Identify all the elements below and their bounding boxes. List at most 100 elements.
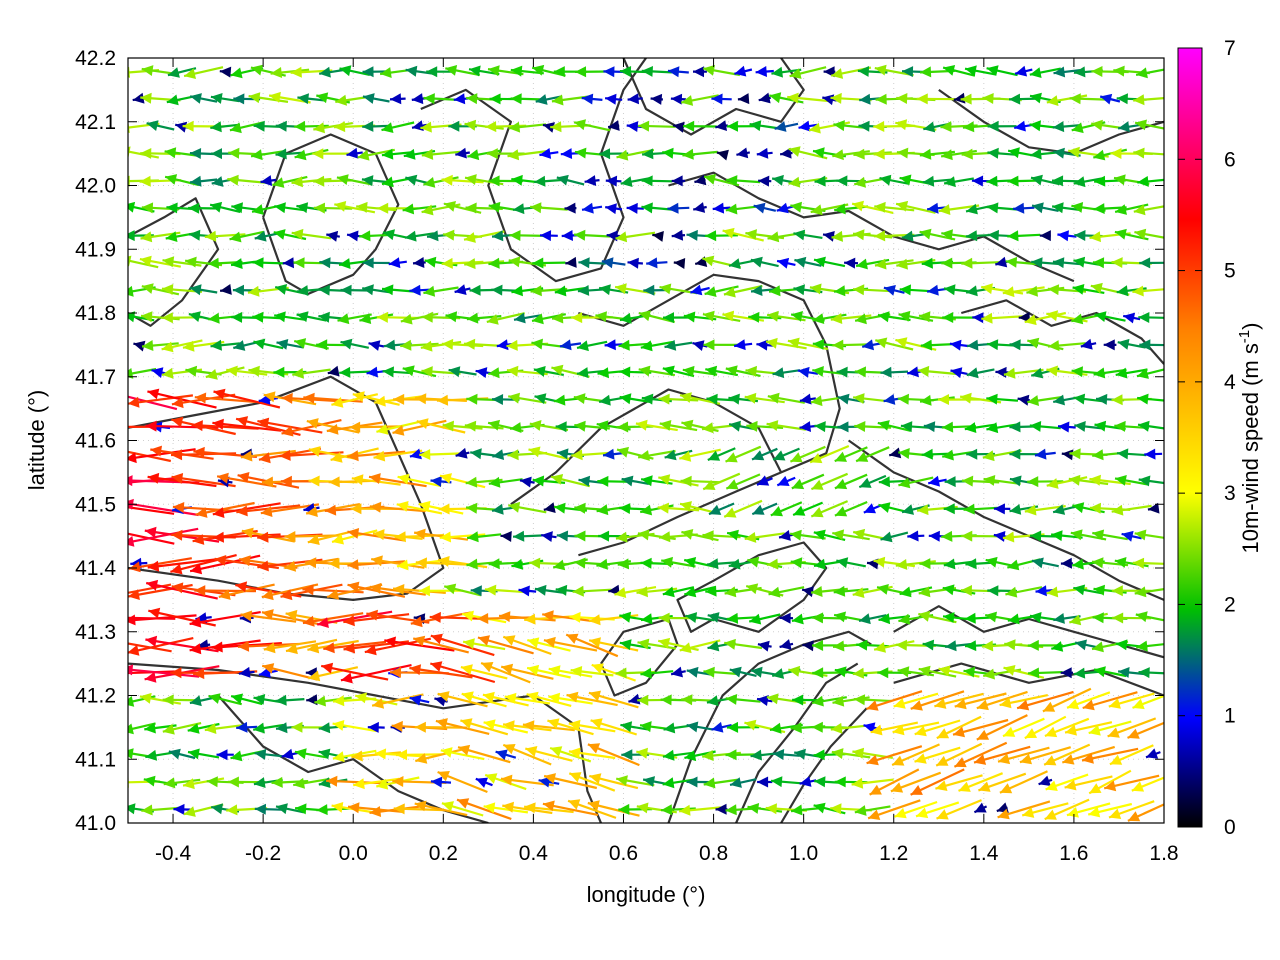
wind-vector: [508, 392, 547, 404]
wind-vector-head: [415, 393, 427, 405]
wind-vector-head: [339, 366, 351, 378]
wind-vector: [1093, 367, 1127, 379]
wind-vector-head: [368, 340, 381, 351]
wind-vector: [442, 420, 483, 432]
wind-vector: [751, 447, 778, 461]
wind-vector: [1139, 257, 1164, 269]
wind-vector-head: [294, 149, 307, 161]
wind-vector-head: [445, 311, 458, 323]
wind-vector: [793, 229, 823, 241]
wind-vector-head: [1132, 557, 1145, 569]
wind-vector-head: [294, 338, 307, 349]
wind-vector-head: [704, 173, 717, 185]
wind-vector: [189, 284, 218, 296]
wind-vector: [981, 312, 1023, 324]
wind-vector: [141, 340, 179, 351]
x-tick-label: 0.8: [699, 842, 728, 865]
wind-vector: [768, 586, 805, 598]
wind-vector: [1134, 228, 1164, 240]
wind-vector-head: [414, 528, 426, 540]
wind-vector-head: [877, 667, 889, 679]
wind-vector-head: [144, 526, 157, 538]
wind-vector-head: [643, 284, 655, 296]
wind-vector-head: [1114, 420, 1126, 432]
wind-vector: [900, 421, 931, 433]
wind-vector-head: [748, 311, 760, 323]
wind-vector-head: [1073, 176, 1086, 188]
wind-vector-head: [294, 120, 306, 132]
wind-vector-head: [496, 339, 509, 351]
wind-vector-head: [1007, 175, 1019, 187]
wind-vector-head: [532, 313, 544, 325]
wind-vector-head: [144, 722, 156, 734]
wind-vector: [1009, 448, 1039, 460]
wind-vector-head: [465, 476, 478, 488]
wind-vector-head: [548, 665, 561, 677]
wind-vector: [875, 337, 914, 351]
wind-vector-head: [799, 421, 811, 432]
wind-vector: [1034, 448, 1056, 460]
wind-vector: [541, 531, 557, 542]
wind-vector-head: [193, 668, 205, 680]
wind-vector-head: [420, 340, 433, 352]
wind-vector: [883, 285, 905, 296]
wind-vector: [226, 365, 268, 377]
wind-vector: [554, 285, 587, 297]
wind-vector-head: [617, 446, 629, 458]
wind-vector-head: [813, 802, 826, 814]
wind-vector: [581, 202, 603, 214]
wind-vector-head: [899, 284, 911, 296]
wind-vector-head: [430, 633, 443, 645]
wind-vector-head: [495, 749, 508, 761]
wind-vector-head: [467, 531, 479, 543]
wind-vector-head: [643, 776, 655, 787]
wind-vector: [627, 257, 643, 269]
wind-vector-head: [724, 638, 736, 650]
wind-vector: [891, 743, 940, 767]
wind-vector-head: [617, 558, 630, 570]
wind-vector: [852, 284, 893, 296]
wind-vector-head: [772, 367, 785, 379]
wind-vector-head: [231, 311, 243, 323]
wind-vector-head: [868, 809, 881, 820]
wind-vector-head: [1109, 754, 1123, 765]
wind-vector: [463, 230, 505, 243]
wind-vector-head: [513, 530, 525, 542]
wind-vector-head: [326, 775, 338, 787]
wind-vector: [409, 694, 430, 706]
wind-vector: [757, 640, 772, 652]
wind-vector-head: [405, 174, 418, 186]
wind-vector-head: [892, 755, 905, 766]
wind-vector: [671, 175, 686, 187]
wind-vector-head: [703, 666, 715, 678]
wind-vector: [285, 638, 338, 655]
wind-vector-head: [1039, 230, 1051, 242]
wind-vector-head: [725, 804, 737, 816]
wind-vector-head: [646, 257, 658, 269]
wind-vector-head: [173, 803, 185, 815]
wind-vector-head: [374, 748, 387, 760]
wind-vector-head: [280, 589, 293, 601]
wind-vector-head: [1038, 775, 1051, 786]
wind-vector-head: [1064, 779, 1077, 791]
wind-vector: [1111, 504, 1152, 516]
wind-vector-head: [729, 666, 742, 678]
wind-vector-head: [779, 530, 791, 541]
wind-vector-head: [488, 175, 500, 187]
wind-vector-head: [553, 559, 566, 571]
wind-vector-head: [571, 312, 583, 324]
wind-vector-head: [336, 174, 349, 185]
wind-vector-head: [1108, 698, 1121, 709]
wind-vector-head: [750, 666, 763, 678]
wind-vector: [1122, 312, 1141, 324]
wind-vector-shaft: [384, 639, 455, 652]
wind-vector: [352, 391, 400, 406]
terrain-contour: [420, 58, 647, 283]
wind-vector: [616, 148, 655, 161]
wind-vector-head: [376, 778, 389, 790]
wind-vector-head: [261, 476, 274, 488]
wind-vector-head: [917, 504, 929, 516]
wind-vector: [208, 693, 242, 706]
wind-vector-head: [1053, 147, 1065, 159]
wind-vector: [414, 721, 468, 733]
